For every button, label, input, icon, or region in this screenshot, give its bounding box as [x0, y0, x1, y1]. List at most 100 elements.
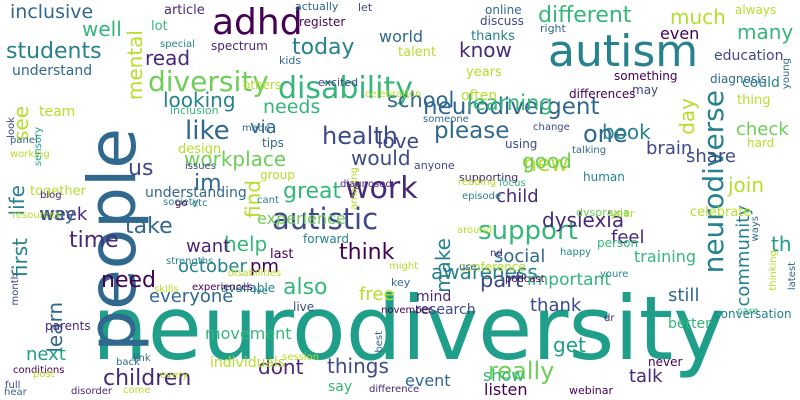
word-might: might	[389, 261, 419, 272]
word-autistic: autistic	[272, 202, 379, 236]
word-individuals: individuals	[210, 355, 286, 371]
word-talent: talent	[398, 45, 437, 60]
word-hear: hear	[4, 387, 27, 398]
word-mind: mind	[416, 289, 452, 305]
word-episode: episode	[462, 191, 502, 202]
word-listen: listen	[484, 380, 528, 399]
word-young: young	[781, 58, 792, 90]
word-school: school	[387, 88, 455, 112]
word-year: year	[610, 207, 635, 220]
word-inclusive: inclusive	[10, 1, 94, 23]
word-difference: difference	[369, 384, 420, 395]
word-person: person	[597, 236, 639, 250]
word-neurodiversity: neurodiversity	[92, 277, 726, 380]
word-podcast: podcast	[505, 274, 545, 285]
word-celebrate: celebrate	[690, 205, 752, 220]
word-today: today	[292, 35, 355, 60]
word-experiences: experiences	[192, 282, 253, 293]
word-thing: thing	[737, 93, 771, 108]
word-brain: brain	[646, 138, 693, 159]
word-awareness: awareness	[431, 260, 538, 284]
word-really: really	[488, 357, 555, 385]
word-inclusion: inclusion	[170, 104, 219, 117]
word-group: group	[260, 168, 295, 182]
word-free: free	[359, 284, 395, 305]
word-join: join	[728, 173, 765, 197]
word-hard: hard	[747, 136, 775, 150]
word-around: around	[457, 225, 493, 236]
word-happy: happy	[560, 247, 592, 258]
word-autism: autism	[548, 26, 699, 77]
word-students: students	[6, 39, 102, 64]
word-ive: ive	[253, 286, 268, 297]
word-better: better	[668, 316, 711, 332]
word-talking: talking	[572, 145, 607, 156]
word-something: something	[614, 69, 678, 83]
word-world: world	[379, 27, 424, 46]
word-design: design	[178, 142, 222, 157]
word-using: using	[505, 137, 538, 151]
word-focus: focus	[499, 178, 526, 189]
word-someone: someone	[423, 114, 469, 125]
word-also: also	[283, 275, 328, 300]
word-care: care	[737, 306, 759, 317]
word-youre: youre	[600, 269, 629, 280]
word-dr: dr	[604, 313, 615, 324]
word-things: things	[327, 354, 389, 378]
word-say: say	[328, 379, 353, 395]
word-check: check	[736, 119, 789, 140]
word-excited: excited	[318, 76, 359, 89]
word-diagnosed: diagnosed	[340, 179, 392, 190]
word-time: time	[69, 228, 119, 253]
word-good: good	[522, 149, 572, 173]
word-always: always	[735, 3, 777, 17]
word-please: please	[434, 118, 510, 144]
word-health: health	[322, 122, 398, 150]
word-others: others	[243, 78, 282, 92]
word-never: never	[648, 355, 683, 369]
word-mental: mental	[123, 30, 147, 101]
word-love: love	[377, 129, 419, 153]
word-first: first	[8, 238, 32, 278]
word-post: post	[33, 369, 55, 380]
word-ways: ways	[750, 216, 761, 242]
word-let: let	[358, 1, 373, 14]
word-years: years	[466, 65, 502, 80]
word-human: human	[583, 170, 625, 184]
word-many: many	[737, 20, 794, 44]
word-last: last	[270, 247, 294, 262]
word-go: go	[175, 198, 188, 209]
word-lot: lot	[151, 19, 168, 34]
word-needs: needs	[263, 96, 321, 118]
word-one: one	[583, 120, 628, 148]
word-know: know	[459, 38, 512, 62]
word-dont: dont	[258, 355, 304, 379]
word-spectrum: spectrum	[211, 39, 268, 53]
word-celebration: celebration	[365, 89, 422, 100]
word-want: want	[186, 236, 231, 257]
word-different: different	[538, 3, 632, 28]
word-link: link	[133, 353, 151, 364]
word-feel: feel	[611, 227, 645, 248]
word-strengths: strengths	[166, 256, 214, 267]
word-resources: resources	[12, 210, 61, 221]
word-us: us	[128, 156, 154, 181]
word-nd: nd	[490, 248, 503, 259]
word-conference: conference	[459, 260, 526, 274]
word-etc: etc	[192, 198, 208, 209]
word-still: still	[668, 285, 700, 306]
word-next: next	[26, 344, 66, 365]
word-key: key	[391, 276, 411, 289]
word-education: education	[714, 48, 784, 64]
word-help: help	[224, 232, 268, 256]
word-neurodiverse: neurodiverse	[697, 90, 730, 274]
word-read: read	[145, 46, 191, 70]
word-diagnosis: diagnosis	[710, 72, 767, 86]
word-pm: pm	[250, 256, 279, 277]
word-month: month	[10, 273, 21, 306]
word-working: working	[10, 149, 50, 160]
word-everyone: everyone	[149, 286, 234, 307]
word-social: social	[494, 246, 546, 267]
word-part: part	[480, 268, 524, 292]
